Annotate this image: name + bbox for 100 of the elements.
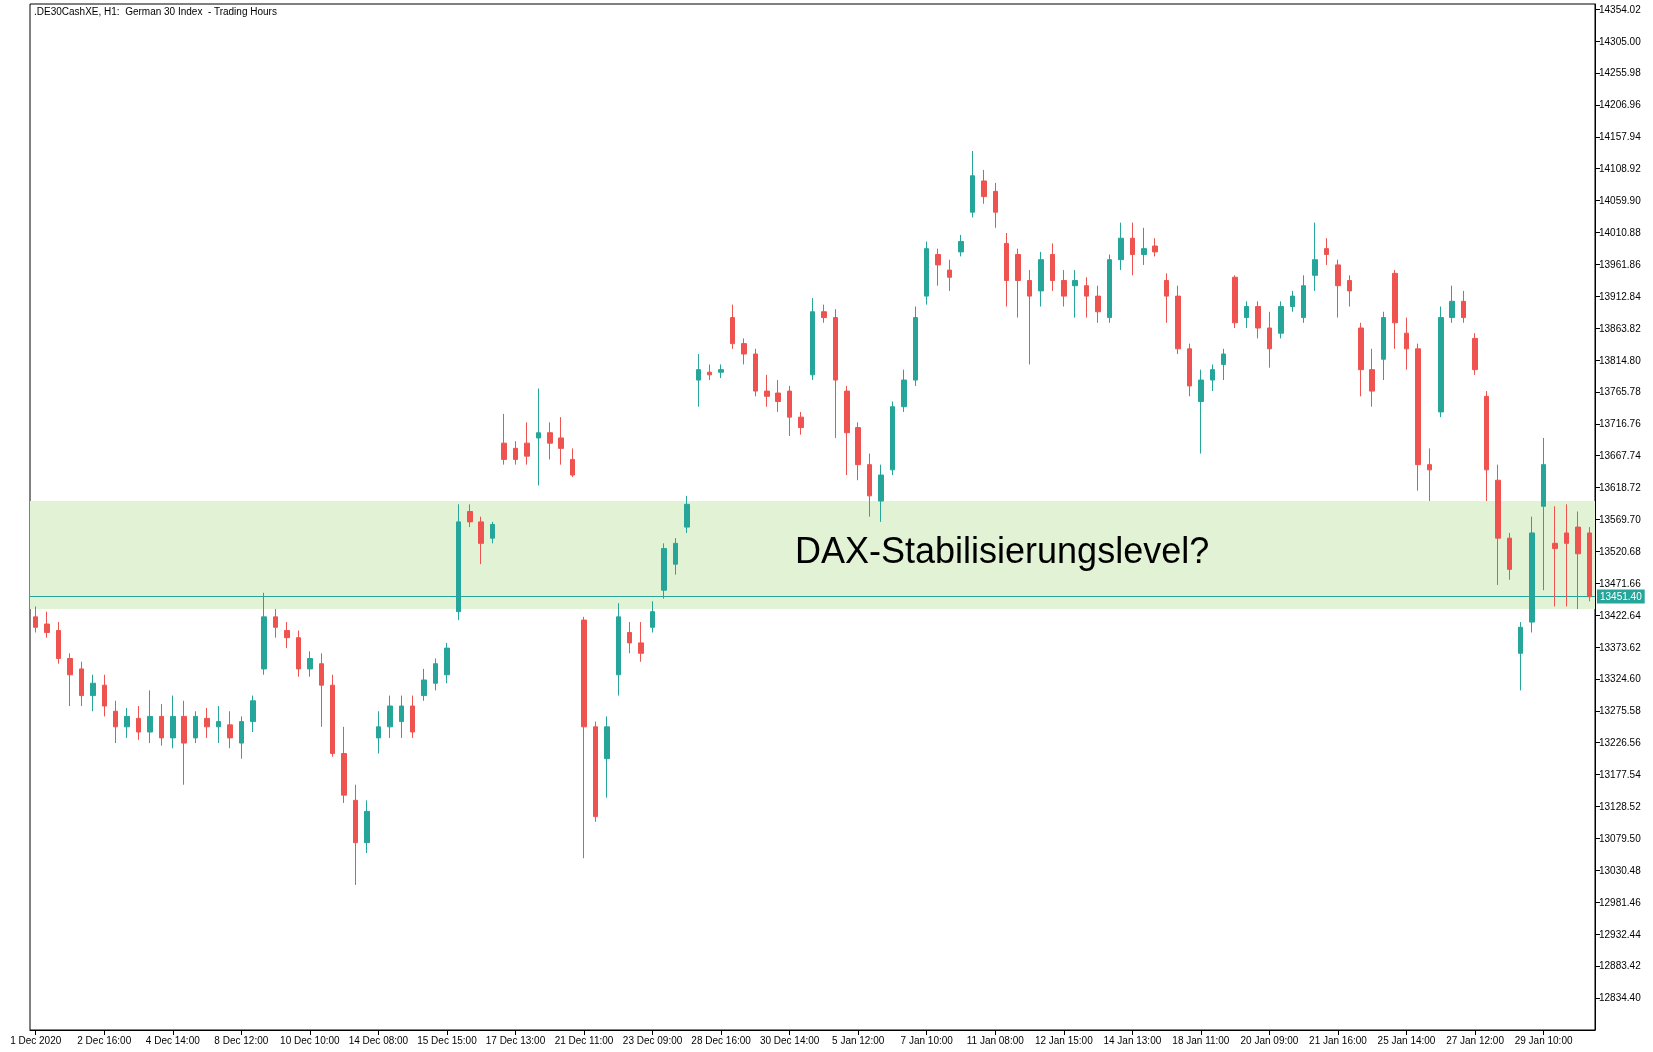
y-tick-label: 13814.80: [1599, 354, 1642, 366]
candlestick: [102, 674, 107, 717]
candlestick: [1301, 274, 1306, 324]
x-tick-label: 8 Dec 12:00: [214, 1034, 269, 1046]
candlestick: [707, 363, 712, 381]
y-tick-label: 14255.98: [1599, 67, 1642, 79]
y-tick-label: 13422.64: [1599, 609, 1642, 621]
candlestick: [1198, 369, 1204, 455]
candlestick: [1187, 343, 1192, 397]
x-tick-label: 20 Jan 09:00: [1240, 1034, 1299, 1046]
candlestick: [1244, 300, 1249, 329]
candlestick: [913, 306, 918, 387]
x-tick-label: 7 Jan 10:00: [900, 1034, 954, 1046]
x-tick-label: 21 Jan 16:00: [1309, 1034, 1368, 1046]
candlestick: [1324, 237, 1329, 266]
candlestick: [1107, 253, 1112, 324]
y-tick-label: 13863.82: [1599, 322, 1642, 334]
candlestick: [581, 616, 587, 859]
candlestick: [798, 411, 804, 436]
y-tick-label: 13716.76: [1599, 418, 1642, 430]
candlestick: [227, 710, 233, 749]
candlestick: [1232, 274, 1238, 329]
candlestick: [330, 674, 335, 758]
candlestick: [1038, 251, 1044, 308]
chart-title: .DE30CashXE, H1: German 30 Index - Trading Hours: [34, 5, 277, 17]
candlestick: [1449, 285, 1455, 324]
candlestick: [1347, 274, 1352, 308]
candlestick: [1495, 464, 1501, 586]
candlestick: [1095, 285, 1101, 324]
x-tick-label: 15 Dec 15:00: [417, 1034, 478, 1046]
candlestick: [775, 379, 781, 413]
candlestick: [421, 668, 427, 702]
candlestick: [1564, 503, 1569, 607]
candlestick: [44, 611, 50, 639]
candlestick: [501, 413, 507, 466]
y-tick-label: 13226.56: [1599, 737, 1642, 749]
y-tick-label: 14206.96: [1599, 99, 1642, 111]
candlestick: [159, 703, 164, 747]
candlestick: [627, 621, 632, 654]
y-tick-label: 13275.58: [1599, 705, 1642, 717]
candlestick: [1358, 322, 1364, 397]
candlestick: [1461, 290, 1466, 324]
x-tick-label: 12 Jan 15:00: [1034, 1034, 1094, 1046]
y-tick-label: 13030.48: [1599, 864, 1642, 876]
candlestick: [821, 304, 827, 324]
y-tick-label: 13667.74: [1599, 450, 1642, 462]
candlestick: [239, 715, 244, 760]
y-tick-label: 13520.68: [1599, 545, 1642, 557]
candlestick: [684, 495, 690, 534]
annotation: DAX-Stabilisierungslevel?: [795, 529, 1210, 571]
y-tick-label: 13079.50: [1599, 832, 1642, 844]
candlestick: [1415, 343, 1421, 492]
candlestick: [513, 440, 518, 466]
candlestick: [1484, 390, 1489, 502]
candlestick: [833, 308, 838, 439]
candlestick: [604, 715, 610, 799]
x-tick-label: 28 Dec 16:00: [691, 1034, 752, 1046]
candlestick: [307, 650, 313, 678]
y-tick-label: 12883.42: [1599, 960, 1642, 972]
y-tick-label: 13373.62: [1599, 641, 1642, 653]
candlestick: [387, 695, 393, 739]
candlestick: [90, 674, 96, 712]
candlestick: [1015, 248, 1021, 319]
candlestick: [935, 248, 941, 287]
x-tick-label: 2 Dec 16:00: [77, 1034, 132, 1046]
x-tick-label: 5 Jan 12:00: [832, 1034, 885, 1046]
candlestick: [616, 602, 621, 697]
candlestick: [1290, 290, 1295, 313]
candlestick: [524, 421, 530, 466]
candlestick: [1518, 621, 1523, 691]
candlestick: [844, 385, 850, 476]
x-tick-label: 10 Dec 10:00: [280, 1034, 341, 1046]
candlestick: [1438, 306, 1444, 418]
x-tick-label: 27 Jan 12:00: [1446, 1034, 1505, 1046]
candlestick: [353, 784, 358, 886]
candlestick: [399, 695, 404, 739]
x-tick-label: 11 Jan 08:00: [966, 1034, 1025, 1046]
candlestick: [296, 630, 301, 678]
y-tick-label: 13765.78: [1599, 386, 1642, 398]
candlestick: [433, 658, 438, 691]
candlestick: [1004, 232, 1009, 308]
candlestick: [193, 710, 198, 744]
y-tick-label: 13569.70: [1599, 513, 1642, 525]
candlestick: [490, 521, 495, 544]
candlestick: [981, 169, 987, 205]
candlestick: [536, 388, 541, 486]
candlestick: [1050, 242, 1055, 292]
candlestick: [696, 353, 701, 408]
candlestick: [764, 374, 770, 408]
candlestick: [878, 464, 884, 523]
candlestick: [730, 304, 735, 350]
candlestick: [1210, 363, 1215, 392]
candlestick: [1221, 348, 1226, 381]
candlestick: [1381, 311, 1386, 381]
candlestick: [136, 705, 141, 741]
candlestick: [867, 453, 872, 518]
candlestick: [1369, 348, 1375, 408]
candlestick: [1084, 276, 1089, 319]
candlestick: [1152, 237, 1158, 257]
candlestick: [947, 259, 952, 292]
